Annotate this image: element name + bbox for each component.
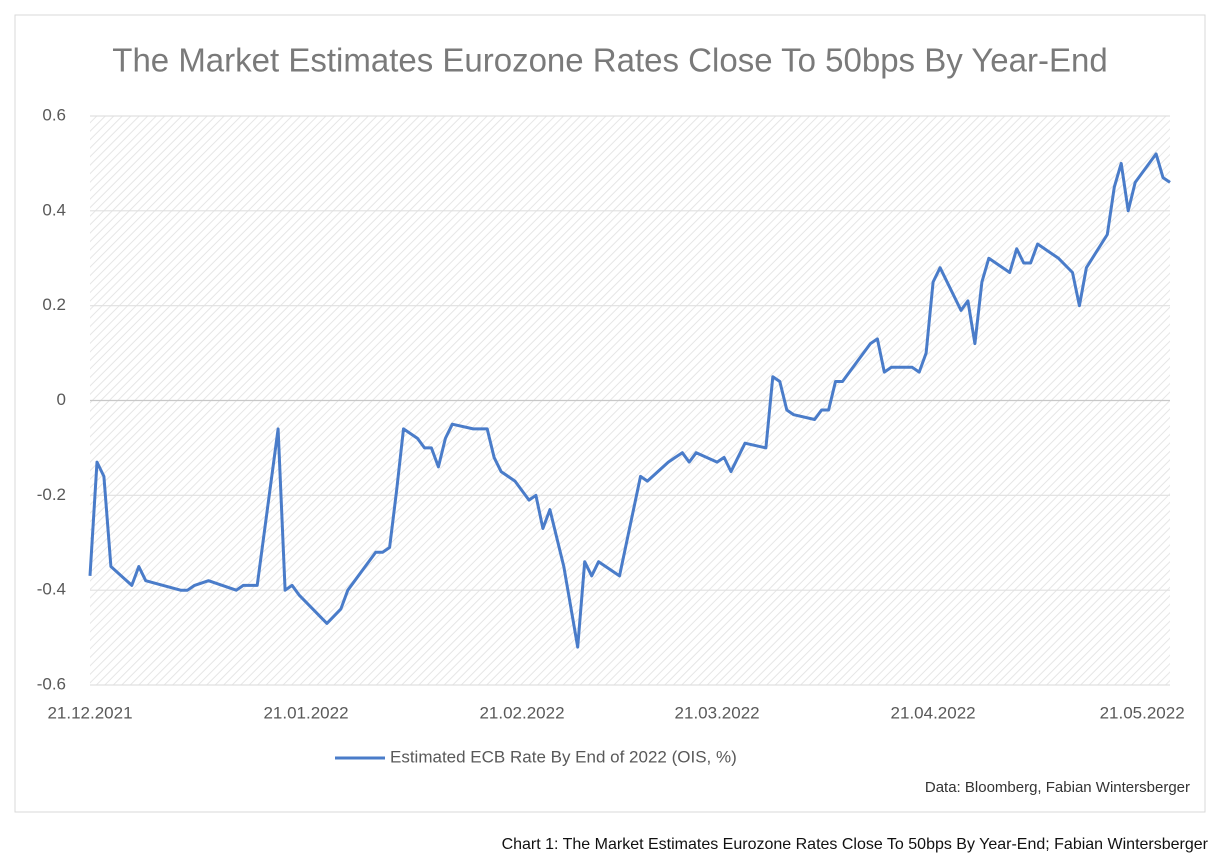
x-tick-label: 21.04.2022 [891, 703, 976, 722]
legend-label: Estimated ECB Rate By End of 2022 (OIS, … [390, 747, 737, 766]
x-tick-label: 21.12.2021 [47, 703, 132, 722]
y-tick-label: 0.6 [42, 105, 66, 124]
caption: Chart 1: The Market Estimates Eurozone R… [502, 836, 1209, 853]
y-tick-label: 0.2 [42, 295, 66, 314]
y-tick-label: 0.4 [42, 200, 66, 219]
y-tick-label: 0 [57, 390, 66, 409]
y-tick-label: -0.6 [37, 674, 66, 693]
x-tick-label: 21.05.2022 [1100, 703, 1185, 722]
y-tick-label: -0.4 [37, 580, 66, 599]
x-tick-label: 21.02.2022 [479, 703, 564, 722]
source-note: Data: Bloomberg, Fabian Wintersberger [925, 779, 1190, 796]
x-tick-label: 21.03.2022 [675, 703, 760, 722]
y-tick-label: -0.2 [37, 485, 66, 504]
chart-title: The Market Estimates Eurozone Rates Clos… [112, 42, 1107, 79]
x-tick-label: 21.01.2022 [263, 703, 348, 722]
data-line [88, 152, 1171, 649]
